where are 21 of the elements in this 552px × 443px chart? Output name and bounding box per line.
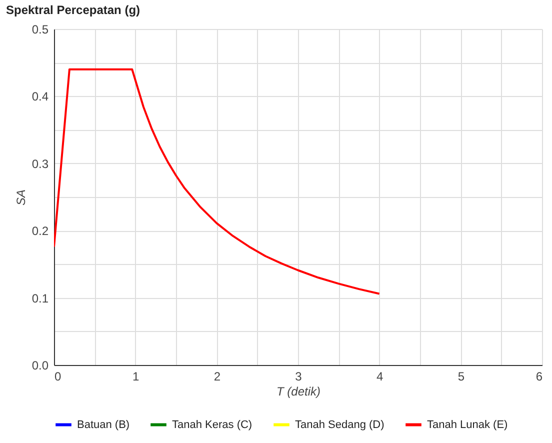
- x-tick-label: 1: [132, 370, 140, 384]
- y-tick-label: 0.2: [32, 224, 49, 238]
- y-axis-title: SA: [14, 189, 28, 206]
- x-tick-label: 4: [376, 370, 384, 384]
- y-tick-label: 0.5: [32, 22, 49, 36]
- line-series: [54, 68, 380, 295]
- legend-label: Tanah Lunak (E): [427, 418, 508, 431]
- y-tick-label: 0.1: [32, 291, 49, 306]
- legend-label: Tanah Sedang (D): [295, 418, 384, 431]
- chart-title: Spektral Percepatan (g): [6, 3, 140, 17]
- x-axis-title: T (detik): [276, 384, 321, 398]
- y-tick-label: 0.3: [32, 156, 49, 171]
- legend-label: Batuan (B): [77, 418, 130, 431]
- y-tick-label: 0.4: [32, 90, 49, 104]
- x-tick-label: 5: [458, 370, 465, 384]
- x-tick-label: 0: [54, 370, 62, 384]
- x-tick-label: 2: [214, 370, 221, 384]
- legend-label: Tanah Keras (C): [172, 418, 252, 431]
- y-tick-label: 0.0: [32, 358, 49, 372]
- x-tick-label: 6: [536, 370, 543, 384]
- x-tick-label: 3: [295, 370, 302, 384]
